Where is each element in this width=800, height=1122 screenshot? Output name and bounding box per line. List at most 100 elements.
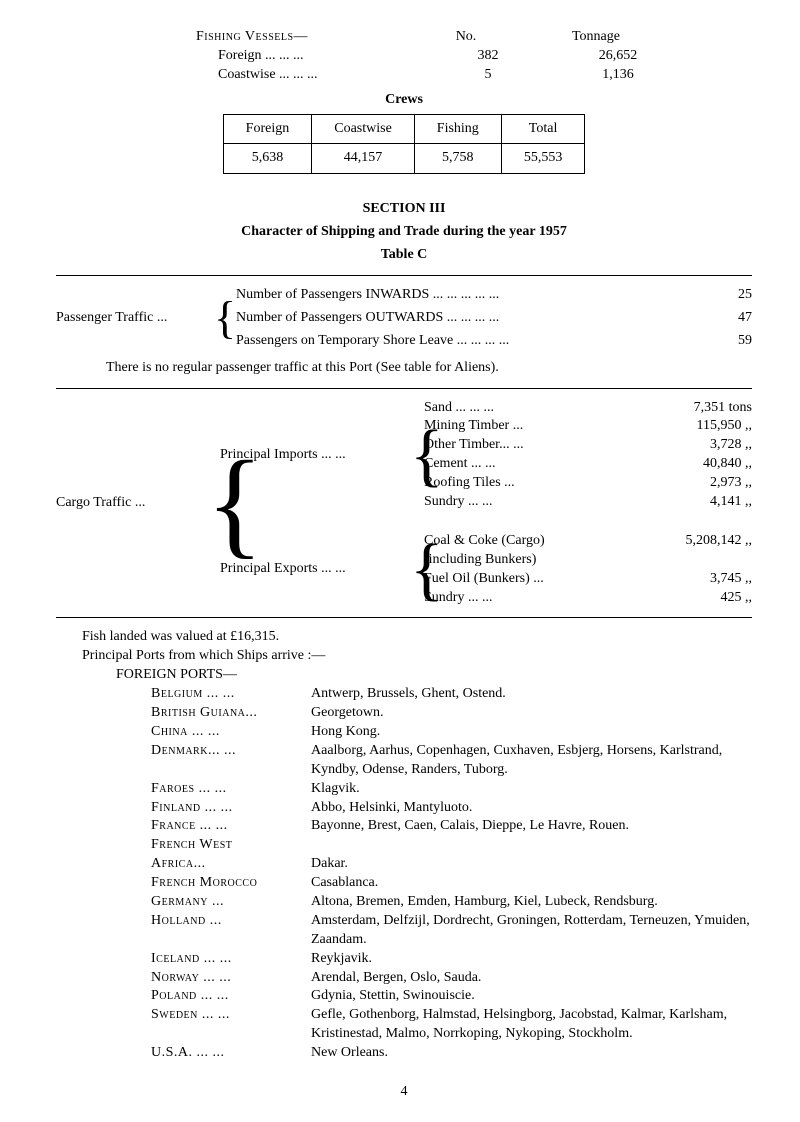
port-cities: [311, 836, 752, 855]
cargo-item: Mining Timber ...: [424, 417, 622, 436]
cargo-val: 5,208,142 ,,: [622, 532, 752, 551]
fv-row-no: 5: [428, 66, 548, 85]
port-cities: Antwerp, Brussels, Ghent, Ostend.: [311, 685, 752, 704]
pt-text: Number of Passengers OUTWARDS ... ... ..…: [236, 309, 712, 328]
port-country: France ... ...: [151, 817, 311, 836]
port-cities: Reykjavik.: [311, 950, 752, 969]
page-number: 4: [56, 1083, 752, 1102]
port-row: Denmark... ...Aaalborg, Aarhus, Copenhag…: [151, 742, 752, 780]
port-row: China ... ...Hong Kong.: [151, 723, 752, 742]
port-country: Denmark... ...: [151, 742, 311, 780]
section-title: SECTION III: [56, 200, 752, 219]
port-row: Germany ...Altona, Bremen, Emden, Hambur…: [151, 893, 752, 912]
pt-text: Passengers on Temporary Shore Leave ... …: [236, 332, 712, 351]
port-row: French MoroccoCasablanca.: [151, 874, 752, 893]
port-country: French Morocco: [151, 874, 311, 893]
port-cities: Gefle, Gothenborg, Halmstad, Helsingborg…: [311, 1006, 752, 1044]
port-country: French West: [151, 836, 311, 855]
port-cities: Bayonne, Brest, Caen, Calais, Dieppe, Le…: [311, 817, 752, 836]
fv-row-no: 382: [428, 47, 548, 66]
port-cities: Altona, Bremen, Emden, Hamburg, Kiel, Lu…: [311, 893, 752, 912]
divider: [56, 388, 752, 389]
port-row: British Guiana...Georgetown.: [151, 704, 752, 723]
port-cities: New Orleans.: [311, 1044, 752, 1063]
cargo-item: Coal & Coke (Cargo): [424, 532, 622, 551]
pt-text: Number of Passengers INWARDS ... ... ...…: [236, 286, 712, 305]
fishing-vessels-block: Fishing Vessels— No. Tonnage Foreign ...…: [196, 28, 752, 85]
port-country: Norway ... ...: [151, 969, 311, 988]
cargo-val: 3,728 ,,: [622, 436, 752, 455]
pt-num: 59: [712, 332, 752, 351]
port-row: Finland ... ...Abbo, Helsinki, Mantyluot…: [151, 799, 752, 818]
crews-head: Fishing: [414, 114, 501, 144]
cargo-item: Sand ... ... ...: [424, 399, 622, 418]
cargo-val: 40,840 ,,: [622, 455, 752, 474]
port-cities: Casablanca.: [311, 874, 752, 893]
crews-head: Coastwise: [312, 114, 415, 144]
port-country: Finland ... ...: [151, 799, 311, 818]
cargo-val: 7,351 tons: [622, 399, 752, 418]
port-row: Belgium ... ...Antwerp, Brussels, Ghent,…: [151, 685, 752, 704]
cargo-val: 3,745 ,,: [622, 570, 752, 589]
divider: [56, 617, 752, 618]
port-row: Faroes ... ...Klagvik.: [151, 780, 752, 799]
port-cities: Hong Kong.: [311, 723, 752, 742]
port-row: Sweden ... ...Gefle, Gothenborg, Halmsta…: [151, 1006, 752, 1044]
crews-label: Crews: [56, 91, 752, 110]
cargo-val: [622, 551, 752, 570]
ports-block: Fish landed was valued at £16,315. Princ…: [56, 628, 752, 1062]
imports-group: Principal Imports ... ... { Sand ... ...…: [220, 399, 752, 512]
port-country: Africa...: [151, 855, 311, 874]
brace-icon: {: [410, 431, 424, 480]
fv-row-ton: 26,652: [548, 47, 688, 66]
cargo-item: Other Timber... ...: [424, 436, 622, 455]
port-row: Poland ... ...Gdynia, Stettin, Swinouisc…: [151, 987, 752, 1006]
passenger-traffic-block: Passenger Traffic ... { Number of Passen…: [56, 284, 752, 353]
section-table-label: Table C: [56, 246, 752, 265]
port-cities: Dakar.: [311, 855, 752, 874]
port-country: China ... ...: [151, 723, 311, 742]
port-country: U.S.A. ... ...: [151, 1044, 311, 1063]
cargo-item: Fuel Oil (Bunkers) ...: [424, 570, 622, 589]
crews-head: Total: [501, 114, 585, 144]
fv-row-label: Foreign ... ... ...: [196, 47, 428, 66]
port-country: British Guiana...: [151, 704, 311, 723]
crews-table: Foreign Coastwise Fishing Total 5,638 44…: [223, 114, 586, 175]
port-row: Iceland ... ...Reykjavik.: [151, 950, 752, 969]
exports-label: Principal Exports ... ...: [220, 560, 410, 579]
col-head-tonnage: Tonnage: [526, 28, 666, 47]
port-row: Africa...Dakar.: [151, 855, 752, 874]
port-row: French West: [151, 836, 752, 855]
cargo-val: 4,141 ,,: [622, 493, 752, 512]
ports-intro: Principal Ports from which Ships arrive …: [82, 647, 752, 666]
divider: [56, 275, 752, 276]
passenger-note: There is no regular passenger traffic at…: [106, 359, 752, 378]
cargo-item: Roofing Tiles ...: [424, 474, 622, 493]
crews-val: 5,638: [223, 144, 312, 174]
pt-num: 47: [712, 309, 752, 328]
fv-row-label: Coastwise ... ... ...: [196, 66, 428, 85]
port-cities: Arendal, Bergen, Oslo, Sauda.: [311, 969, 752, 988]
port-country: Faroes ... ...: [151, 780, 311, 799]
brace-icon: {: [214, 300, 228, 337]
port-country: Belgium ... ...: [151, 685, 311, 704]
fv-row-ton: 1,136: [548, 66, 688, 85]
crews-head: Foreign: [223, 114, 312, 144]
crews-val: 55,553: [501, 144, 585, 174]
col-head-no: No.: [406, 28, 526, 47]
passenger-label: Passenger Traffic ...: [56, 309, 206, 328]
port-country: Iceland ... ...: [151, 950, 311, 969]
port-cities: Aaalborg, Aarhus, Copenhagen, Cuxhaven, …: [311, 742, 752, 780]
cargo-val: 115,950 ,,: [622, 417, 752, 436]
cargo-item: (including Bunkers): [424, 551, 622, 570]
cargo-traffic-block: Cargo Traffic ... { Principal Imports ..…: [56, 399, 752, 608]
fishing-title: Fishing Vessels—: [196, 28, 406, 47]
port-row: France ... ...Bayonne, Brest, Caen, Cala…: [151, 817, 752, 836]
exports-group: Principal Exports ... ... { Coal & Coke …: [220, 532, 752, 608]
foreign-ports-head: FOREIGN PORTS—: [116, 666, 752, 685]
port-country: Sweden ... ...: [151, 1006, 311, 1044]
crews-val: 5,758: [414, 144, 501, 174]
cargo-label: Cargo Traffic ...: [56, 494, 206, 513]
fish-landed: Fish landed was valued at £16,315.: [82, 628, 752, 647]
port-row: U.S.A. ... ...New Orleans.: [151, 1044, 752, 1063]
